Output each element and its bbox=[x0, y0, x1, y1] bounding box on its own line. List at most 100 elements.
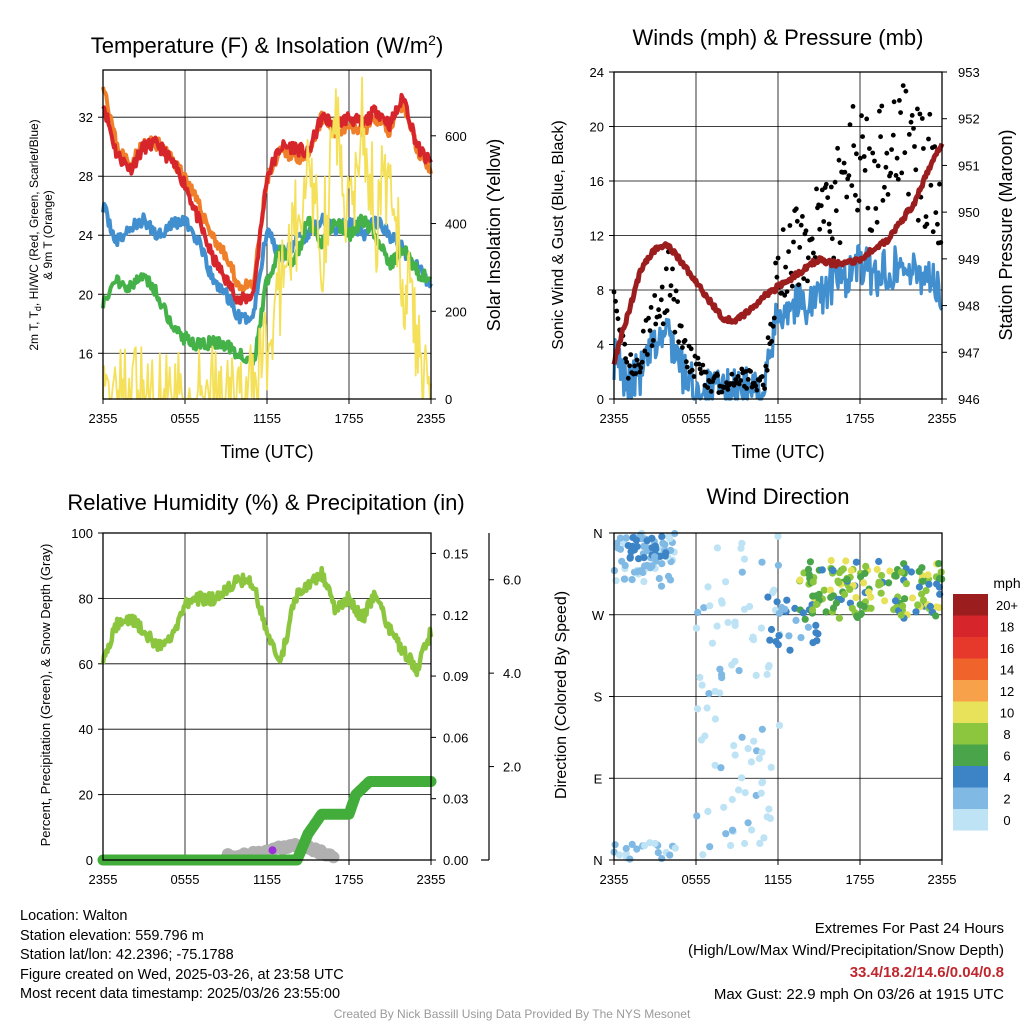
direction-point bbox=[919, 596, 928, 604]
gust-point bbox=[878, 134, 883, 140]
snow-ytick-label: 2.0 bbox=[503, 760, 521, 775]
temperature-ytick-label: 32 bbox=[79, 110, 93, 125]
gust-point bbox=[695, 355, 701, 361]
gust-point bbox=[765, 335, 771, 341]
gust-point bbox=[800, 214, 805, 219]
gust-point bbox=[754, 387, 760, 393]
humidity-frame bbox=[102, 532, 432, 861]
gust-point bbox=[817, 226, 823, 232]
gust-point bbox=[652, 293, 658, 298]
direction-point bbox=[635, 555, 643, 563]
direction-point bbox=[638, 568, 646, 576]
gust-point bbox=[883, 164, 889, 170]
legend-swatch bbox=[953, 744, 988, 766]
direction-point bbox=[632, 536, 641, 544]
gust-point bbox=[645, 352, 650, 357]
direction-point bbox=[659, 539, 667, 547]
insolation-ytick-label: 200 bbox=[445, 304, 467, 319]
direction-ytick-label: N bbox=[593, 526, 602, 541]
direction-point bbox=[827, 593, 835, 602]
gust-point bbox=[705, 385, 711, 390]
gust-point bbox=[798, 222, 804, 228]
direction-point bbox=[852, 594, 860, 602]
direction-point bbox=[897, 568, 906, 576]
winds-xtick-label: 2355 bbox=[928, 411, 957, 426]
temperature-ylabel-left-2: & 9m T (Orange) bbox=[41, 190, 55, 280]
gust-point bbox=[805, 278, 810, 284]
direction-point bbox=[839, 565, 847, 573]
snow-ytick-label: 4.0 bbox=[503, 666, 521, 681]
direction-point bbox=[877, 571, 886, 580]
latlon-text: Station lat/lon: 42.2396; -75.1788 bbox=[20, 947, 234, 963]
credit-text: Created By Nick Bassill Using Data Provi… bbox=[333, 1007, 691, 1021]
precip-ytick-label: 0.12 bbox=[443, 608, 468, 623]
direction-point bbox=[611, 841, 619, 849]
gust-point bbox=[915, 106, 920, 112]
direction-point bbox=[785, 632, 793, 640]
direction-point bbox=[924, 571, 932, 579]
gust-point bbox=[932, 144, 938, 150]
humidity-line bbox=[100, 565, 434, 678]
gust-point bbox=[770, 323, 776, 329]
gust-point bbox=[696, 361, 702, 367]
temperature-ylabel-left: 2m T, Td, HI/WC (Red, Green, Scarlet/Blu… bbox=[27, 119, 43, 350]
direction-point bbox=[846, 585, 854, 594]
extremes-title: Extremes For Past 24 Hours bbox=[814, 920, 1004, 937]
gust-point bbox=[884, 150, 890, 156]
legend-title: mph bbox=[993, 575, 1020, 591]
direction-point bbox=[758, 558, 766, 566]
gust-point bbox=[794, 218, 800, 224]
winds-xtick-label: 1155 bbox=[764, 411, 792, 426]
direction-point bbox=[738, 733, 746, 741]
temperature-xtick-label: 1755 bbox=[335, 411, 364, 426]
gust-point bbox=[783, 264, 788, 270]
winds-ytick-label: 20 bbox=[590, 120, 604, 135]
winds-xtick-label: 2355 bbox=[600, 411, 629, 426]
gust-point bbox=[656, 307, 661, 313]
direction-point bbox=[897, 611, 905, 619]
humidity-xtick-label: 2355 bbox=[417, 872, 446, 887]
direction-point bbox=[873, 565, 881, 574]
direction-point bbox=[922, 587, 930, 595]
temperature-ytick-label: 20 bbox=[79, 287, 93, 302]
gust-point bbox=[879, 103, 885, 109]
gust-point bbox=[890, 132, 896, 138]
direction-point bbox=[796, 576, 804, 584]
gust-point bbox=[899, 170, 905, 176]
gust-point bbox=[664, 308, 670, 313]
direction-point bbox=[651, 553, 659, 561]
direction-point bbox=[758, 779, 766, 787]
gust-point bbox=[847, 122, 853, 128]
gust-point bbox=[678, 323, 684, 329]
direction-point bbox=[628, 576, 636, 584]
gust-point bbox=[927, 111, 933, 117]
direction-point bbox=[616, 545, 625, 553]
direction-point bbox=[622, 844, 630, 853]
direction-point bbox=[755, 754, 764, 763]
humidity-ytick-label: 60 bbox=[79, 657, 93, 672]
direction-point bbox=[867, 604, 875, 612]
direction-point bbox=[835, 614, 844, 622]
direction-point bbox=[932, 612, 940, 620]
gust-point bbox=[784, 289, 790, 294]
station-info: Location: Walton Station elevation: 559.… bbox=[20, 907, 344, 1005]
wind-direction-xtick-label: 2355 bbox=[928, 872, 957, 887]
temperature-ytick-label: 28 bbox=[79, 169, 93, 184]
gust-point bbox=[627, 363, 632, 369]
direction-point bbox=[640, 578, 648, 586]
direction-point bbox=[728, 795, 736, 804]
gust-point bbox=[632, 363, 637, 369]
winds-panel: Winds (mph) & Pressure (mb) Time (UTC) S… bbox=[550, 25, 1016, 462]
gust-point bbox=[738, 378, 744, 383]
gust-point bbox=[850, 104, 856, 109]
direction-point bbox=[885, 579, 893, 587]
gust-point bbox=[913, 167, 919, 173]
winds-xtick-label: 0555 bbox=[682, 411, 711, 426]
direction-point bbox=[875, 557, 883, 566]
gust-point bbox=[653, 321, 659, 327]
legend-swatch bbox=[953, 615, 988, 637]
wind-direction-title: Wind Direction bbox=[706, 484, 849, 509]
gust-point bbox=[796, 282, 801, 288]
legend-swatch bbox=[953, 701, 988, 723]
gust-point bbox=[667, 292, 673, 298]
